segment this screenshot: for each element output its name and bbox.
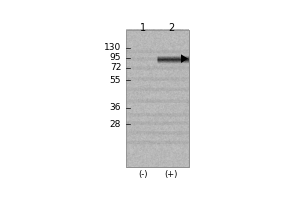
Bar [126, 30, 189, 167]
Text: 36: 36 [110, 103, 121, 112]
Text: 55: 55 [110, 76, 121, 85]
Text: (-): (-) [139, 170, 148, 179]
Text: 95: 95 [110, 53, 121, 62]
Text: (+): (+) [164, 170, 178, 179]
Bar [126, 30, 189, 167]
Text: 2: 2 [168, 23, 174, 33]
Text: 28: 28 [110, 120, 121, 129]
Text: 130: 130 [104, 43, 121, 52]
Text: 72: 72 [110, 63, 121, 72]
Text: 1: 1 [140, 23, 146, 33]
Polygon shape [181, 54, 188, 63]
